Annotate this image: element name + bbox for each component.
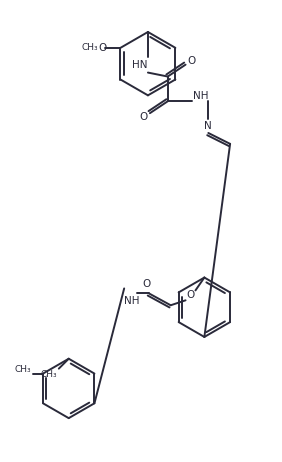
Text: HN: HN [132,60,148,70]
Text: CH₃: CH₃ [41,370,57,379]
Text: O: O [186,290,195,300]
Text: O: O [187,56,196,66]
Text: NH: NH [124,296,140,306]
Text: O: O [143,280,151,290]
Text: CH₃: CH₃ [15,365,32,374]
Text: N: N [204,121,212,131]
Text: O: O [140,112,148,122]
Text: O: O [98,43,107,53]
Text: NH: NH [193,91,208,101]
Text: CH₃: CH₃ [81,43,98,52]
